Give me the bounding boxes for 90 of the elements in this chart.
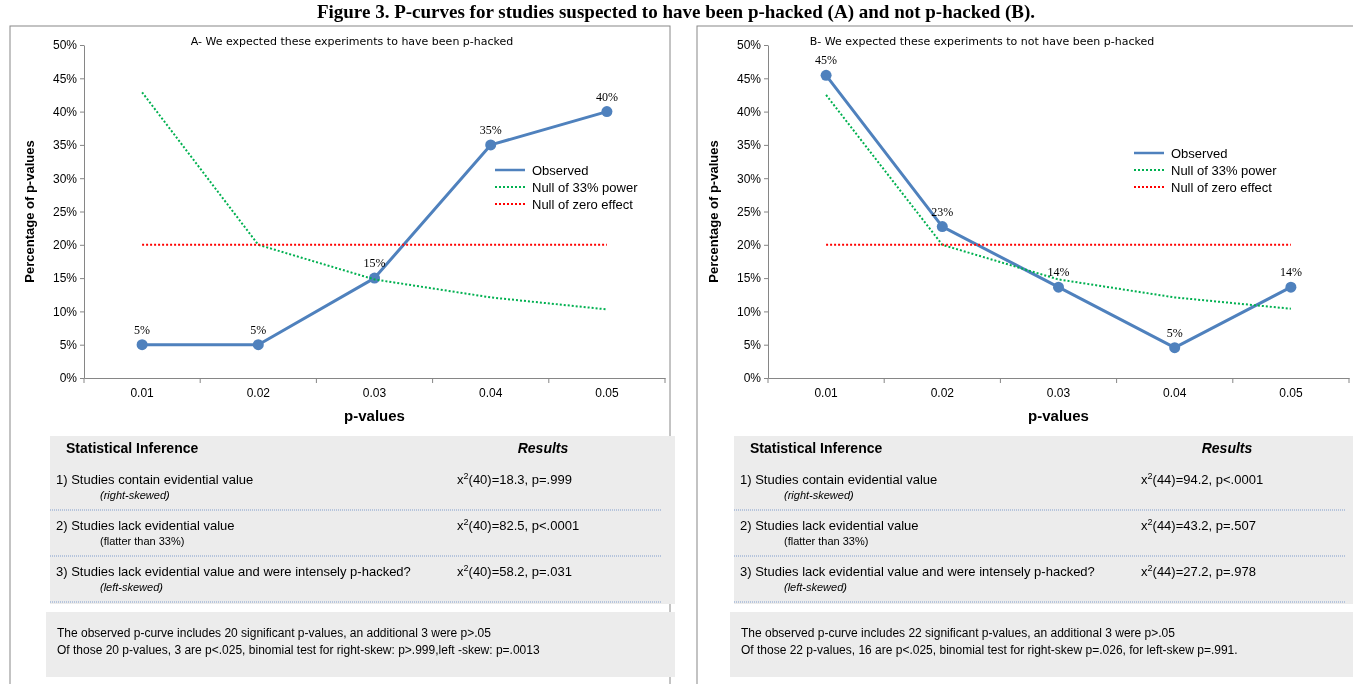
y-axis-title: Percentage of p-values bbox=[706, 140, 721, 283]
x-tick-label: 0.04 bbox=[1163, 385, 1187, 400]
y-tick-label: 5% bbox=[59, 338, 78, 353]
legend-label: Null of zero effect bbox=[1171, 179, 1273, 195]
x-tick-label: 0.02 bbox=[930, 385, 955, 400]
point bbox=[1053, 281, 1064, 293]
text: Statistical Inference bbox=[66, 440, 199, 456]
text: Statistical Inference bbox=[750, 440, 883, 456]
text: x$^{2}$(40)=82.5, p<.0001 bbox=[457, 517, 580, 533]
text: Results bbox=[517, 440, 569, 456]
text: Of those 20 p-values, 3 are p<.025, binomial test for right-skew: p>.999,left -skew: p=.0013 bbox=[57, 643, 540, 657]
text: 2) Studies lack evidential value bbox=[56, 518, 235, 533]
data-label: 15% bbox=[363, 256, 386, 271]
data-label: 40% bbox=[595, 89, 618, 104]
y-tick-label: 35% bbox=[736, 138, 762, 153]
y-tick-label: 45% bbox=[52, 71, 78, 86]
y-tick-label: 10% bbox=[52, 304, 78, 319]
text: x$^{2}$(44)=94.2, p<.0001 bbox=[1141, 471, 1264, 487]
point bbox=[936, 221, 948, 233]
y-tick-label: 10% bbox=[736, 304, 762, 319]
text: Results bbox=[1201, 440, 1253, 456]
chart-title: Figure 3. P-curves for studies suspected to have been p-hacked (A) and not p-hacked (B). bbox=[316, 1, 1036, 23]
point bbox=[136, 339, 148, 351]
data-label: 14% bbox=[1047, 265, 1070, 280]
text: (right-skewed) bbox=[100, 489, 171, 501]
legend-label: Null of 33% power bbox=[532, 179, 639, 195]
x-tick-label: 0.04 bbox=[479, 385, 503, 400]
y-tick-label: 35% bbox=[52, 138, 78, 153]
point bbox=[1169, 342, 1181, 354]
text: 3) Studies lack evidential value and were intensely p-hacked? bbox=[740, 564, 1095, 579]
legend-label: Observed bbox=[1171, 145, 1228, 161]
y-tick-label: 20% bbox=[736, 238, 762, 253]
y-tick-label: 15% bbox=[736, 271, 762, 286]
point bbox=[820, 69, 832, 81]
y-tick-label: 30% bbox=[52, 171, 78, 186]
point bbox=[601, 106, 613, 118]
data-label: 45% bbox=[815, 53, 838, 68]
x-tick-label: 0.03 bbox=[1046, 385, 1071, 400]
text: x$^{2}$(40)=58.2, p=.031 bbox=[457, 563, 572, 579]
y-tick-label: 20% bbox=[52, 238, 78, 253]
text: Of those 22 p-values, 16 are p<.025, binomial test for right-skew p=.026, for left-skew p=.991. bbox=[741, 643, 1238, 657]
text: 3) Studies lack evidential value and were intensely p-hacked? bbox=[56, 564, 411, 579]
data-label: 14% bbox=[1279, 265, 1302, 280]
chart-subtitle: A- We expected these experiments to have been p-hacked bbox=[190, 35, 514, 48]
x-tick-label: 0.01 bbox=[130, 385, 155, 400]
x-tick-label: 0.05 bbox=[595, 385, 619, 400]
legend-label: Null of 33% power bbox=[1171, 162, 1278, 178]
chart-subtitle: B- We expected these experiments to not have been p-hacked bbox=[809, 35, 1155, 48]
y-tick-label: 30% bbox=[736, 171, 762, 186]
text: (left-skewed) bbox=[784, 581, 848, 593]
point bbox=[485, 139, 497, 151]
text: The observed p-curve includes 22 significant p-values, an additional 3 were p>.05 bbox=[741, 626, 1176, 640]
text: 2) Studies lack evidential value bbox=[740, 518, 919, 533]
legend-label: Null of zero effect bbox=[532, 196, 634, 212]
x-tick-label: 0.02 bbox=[246, 385, 271, 400]
x-tick-label: 0.03 bbox=[362, 385, 387, 400]
text: 1) Studies contain evidential value bbox=[56, 472, 254, 487]
legend-label: Observed bbox=[532, 162, 589, 178]
x-tick-label: 0.01 bbox=[814, 385, 839, 400]
y-tick-label: 40% bbox=[736, 104, 762, 119]
text: (flatter than 33%) bbox=[784, 535, 869, 547]
y-tick-label: 40% bbox=[52, 104, 78, 119]
text: x$^{2}$(44)=27.2, p=.978 bbox=[1141, 563, 1256, 579]
y-axis-title: Percentage of p-values bbox=[22, 140, 37, 283]
text: (left-skewed) bbox=[100, 581, 164, 593]
text: 1) Studies contain evidential value bbox=[740, 472, 938, 487]
x-tick-label: 0.05 bbox=[1279, 385, 1303, 400]
data-label: 23% bbox=[931, 204, 954, 219]
y-tick-label: 5% bbox=[743, 338, 762, 353]
y-tick-label: 25% bbox=[736, 204, 762, 219]
text: (flatter than 33%) bbox=[100, 535, 185, 547]
text: x$^{2}$(44)=43.2, p=.507 bbox=[1141, 517, 1256, 533]
text: The observed p-curve includes 20 significant p-values, an additional 3 were p>.05 bbox=[57, 626, 492, 640]
data-label: 35% bbox=[479, 122, 502, 137]
y-tick-label: 25% bbox=[52, 204, 78, 219]
y-tick-label: 50% bbox=[736, 38, 762, 53]
text: x$^{2}$(40)=18.3, p=.999 bbox=[457, 471, 572, 487]
y-tick-label: 0% bbox=[743, 371, 762, 386]
data-label: 5% bbox=[250, 322, 267, 337]
y-tick-label: 50% bbox=[52, 38, 78, 53]
x-axis-title: p-values bbox=[344, 407, 405, 424]
text: (right-skewed) bbox=[784, 489, 855, 501]
y-tick-label: 0% bbox=[59, 371, 78, 386]
data-label: 5% bbox=[1166, 325, 1183, 340]
point bbox=[1285, 281, 1297, 293]
x-axis-title: p-values bbox=[1028, 407, 1089, 424]
y-tick-label: 15% bbox=[52, 271, 78, 286]
y-tick-label: 45% bbox=[736, 71, 762, 86]
point bbox=[252, 339, 264, 351]
data-label: 5% bbox=[134, 322, 151, 337]
